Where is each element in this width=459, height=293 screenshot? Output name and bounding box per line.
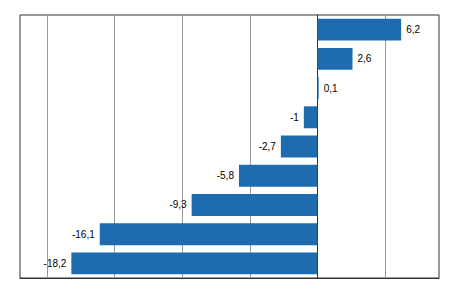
svg-text:-1: -1 bbox=[290, 112, 299, 123]
svg-text:-16,1: -16,1 bbox=[72, 229, 95, 240]
svg-text:-5,8: -5,8 bbox=[217, 170, 235, 181]
svg-text:2,6: 2,6 bbox=[357, 53, 371, 64]
svg-text:6,2: 6,2 bbox=[406, 24, 420, 35]
svg-text:-18,2: -18,2 bbox=[44, 258, 67, 269]
svg-text:-9,3: -9,3 bbox=[169, 199, 187, 210]
svg-text:0,1: 0,1 bbox=[324, 83, 338, 94]
svg-text:-2,7: -2,7 bbox=[259, 141, 277, 152]
